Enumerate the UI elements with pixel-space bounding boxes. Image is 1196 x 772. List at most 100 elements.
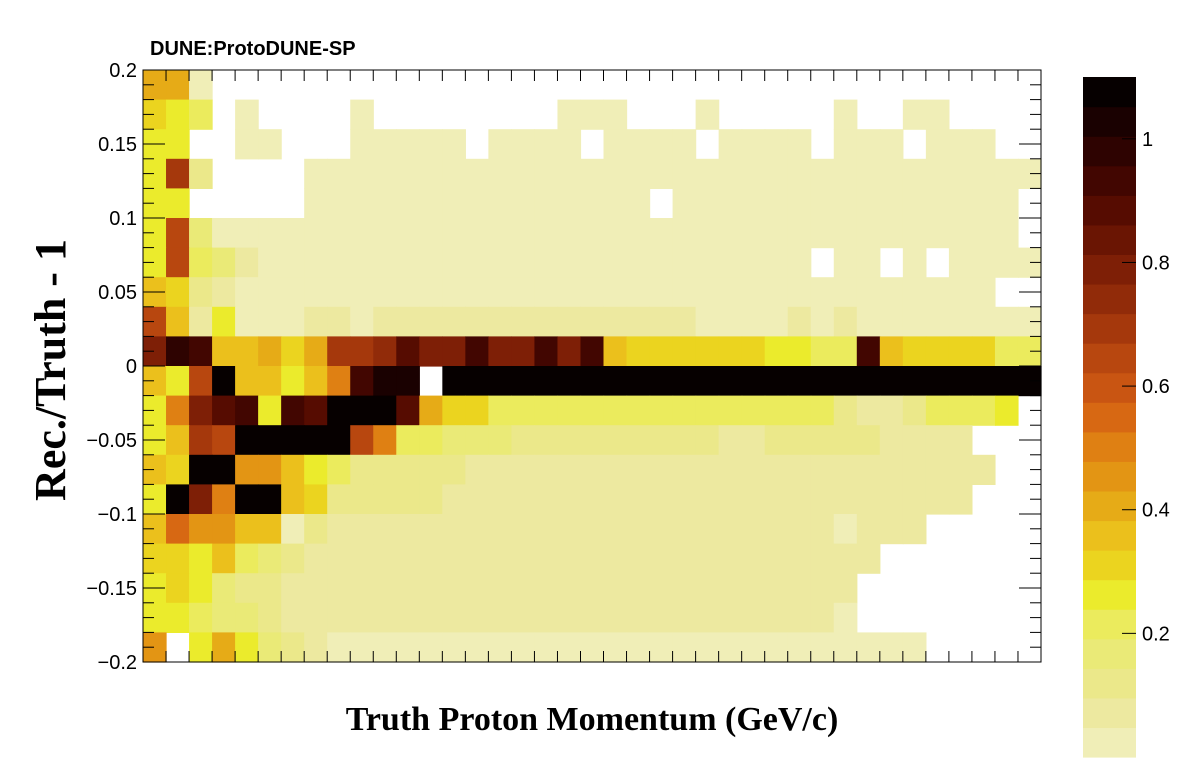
- heatmap-cell: [810, 218, 835, 249]
- heatmap-cell: [373, 306, 397, 337]
- heatmap-cell: [212, 425, 236, 456]
- heatmap-cell: [787, 514, 812, 545]
- heatmap-cell: [327, 632, 351, 663]
- colorbar-segment: [1083, 520, 1136, 551]
- colorbar-segment: [1083, 638, 1136, 669]
- heatmap-cell: [925, 218, 950, 249]
- heatmap-cell: [235, 336, 259, 367]
- heatmap-cell: [603, 395, 628, 426]
- heatmap-cell: [166, 425, 190, 456]
- heatmap-cell: [442, 543, 466, 574]
- heatmap-cell: [580, 218, 605, 249]
- heatmap-cell: [534, 454, 559, 485]
- heatmap-cell: [327, 484, 351, 515]
- heatmap-cell: [534, 573, 559, 604]
- heatmap-cell: [718, 306, 743, 337]
- heatmap-cell: [994, 366, 1019, 397]
- heatmap-cell: [419, 543, 443, 574]
- heatmap-cell: [580, 336, 605, 367]
- heatmap-cell: [465, 602, 489, 633]
- heatmap-cell: [235, 454, 259, 485]
- heatmap-cell: [718, 632, 743, 663]
- heatmap-cell: [189, 218, 213, 249]
- heatmap-cell: [902, 395, 927, 426]
- heatmap-cell: [488, 129, 513, 160]
- heatmap-cell: [419, 454, 443, 485]
- heatmap-cell: [695, 514, 720, 545]
- colorbar-segment: [1083, 727, 1136, 758]
- heatmap-cell: [511, 218, 536, 249]
- heatmap-cell: [603, 602, 628, 633]
- heatmap-cell: [603, 306, 628, 337]
- heatmap-cell: [465, 366, 489, 397]
- heatmap-cell: [718, 277, 743, 308]
- heatmap-cell: [442, 277, 466, 308]
- heatmap-cell: [488, 188, 513, 219]
- heatmap-cell: [304, 336, 328, 367]
- heatmap-cell: [695, 573, 720, 604]
- heatmap-cell: [304, 425, 328, 456]
- heatmap-cell: [189, 277, 213, 308]
- heatmap-cell: [626, 218, 651, 249]
- heatmap-cell: [672, 218, 697, 249]
- heatmap-cell: [281, 573, 305, 604]
- heatmap-cell: [925, 129, 950, 160]
- heatmap-cell: [304, 454, 328, 485]
- heatmap-cell: [787, 602, 812, 633]
- heatmap-cell: [488, 573, 513, 604]
- heatmap-cell: [879, 514, 904, 545]
- heatmap-cell: [672, 366, 697, 397]
- heatmap-cell: [810, 514, 835, 545]
- heatmap-cell: [557, 129, 582, 160]
- heatmap-cell: [166, 70, 190, 101]
- heatmap-cell: [557, 218, 582, 249]
- heatmap-cell: [948, 395, 973, 426]
- heatmap-cell: [488, 336, 513, 367]
- heatmap-cell: [350, 277, 374, 308]
- heatmap-cell: [465, 514, 489, 545]
- colorbar-segment: [1083, 461, 1136, 492]
- heatmap-cell: [488, 425, 513, 456]
- heatmap-cell: [189, 543, 213, 574]
- heatmap-cell: [212, 573, 236, 604]
- heatmap-cell: [143, 70, 167, 101]
- heatmap-cell: [787, 395, 812, 426]
- heatmap-cells: [143, 70, 1042, 663]
- heatmap-cell: [718, 188, 743, 219]
- heatmap-cell: [235, 632, 259, 663]
- heatmap-cell: [948, 366, 973, 397]
- heatmap-cell: [419, 336, 443, 367]
- heatmap-cell: [557, 99, 582, 130]
- heatmap-cell: [396, 366, 420, 397]
- y-tick-label: −0.15: [86, 578, 137, 600]
- heatmap-cell: [350, 484, 374, 515]
- heatmap-cell: [235, 277, 259, 308]
- heatmap-cell: [442, 573, 466, 604]
- heatmap-cell: [672, 277, 697, 308]
- heatmap-cell: [212, 484, 236, 515]
- heatmap-cell: [327, 158, 351, 189]
- heatmap-cell: [465, 188, 489, 219]
- heatmap-cell: [902, 158, 927, 189]
- heatmap-cell: [971, 158, 996, 189]
- heatmap-cell: [971, 366, 996, 397]
- heatmap-cell: [166, 336, 190, 367]
- heatmap-cell: [258, 247, 282, 278]
- heatmap-cell: [626, 425, 651, 456]
- heatmap-cell: [534, 366, 559, 397]
- heatmap-cell: [442, 247, 466, 278]
- heatmap-cell: [396, 425, 420, 456]
- heatmap-cell: [672, 188, 697, 219]
- heatmap-cell: [810, 336, 835, 367]
- heatmap-cell: [833, 247, 858, 278]
- heatmap-cell: [603, 454, 628, 485]
- heatmap-cell: [511, 454, 536, 485]
- heatmap-cell: [971, 218, 996, 249]
- heatmap-cell: [603, 632, 628, 663]
- heatmap-cell: [465, 425, 489, 456]
- heatmap-cell: [189, 70, 213, 101]
- heatmap-cell: [511, 632, 536, 663]
- heatmap-cell: [189, 395, 213, 426]
- heatmap-cell: [971, 336, 996, 367]
- heatmap-cell: [718, 247, 743, 278]
